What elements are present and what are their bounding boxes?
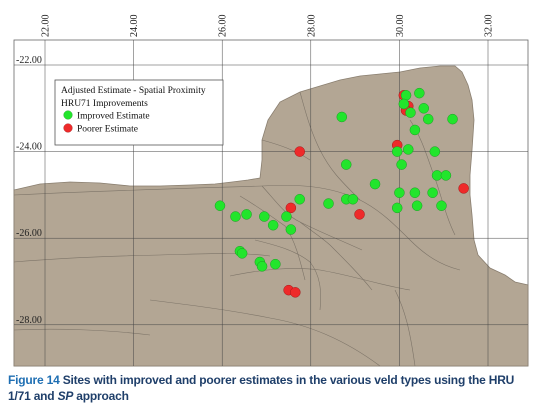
veld-boundary — [13, 185, 361, 201]
veld-boundary — [149, 299, 381, 367]
legend: Adjusted Estimate - Spatial Proximity HR… — [54, 79, 224, 146]
site-improved-estimate — [214, 200, 226, 211]
longitude-tick-label: 22.00 — [41, 15, 52, 38]
site-improved-estimate — [447, 113, 458, 125]
site-improved-estimate — [391, 202, 403, 214]
latitude-tick-label: -22.00 — [16, 55, 42, 66]
site-improved-estimate — [400, 90, 412, 101]
site-improved-estimate — [267, 219, 279, 231]
site-improved-estimate — [398, 98, 410, 110]
site-improved-estimate — [422, 113, 434, 125]
longitude-tick-label: 28.00 — [306, 15, 317, 38]
legend-poorer-label: Poorer Estimate — [77, 125, 138, 135]
latitude-tick-label: -24.00 — [16, 142, 42, 153]
figure-label: Figure 14 — [8, 373, 60, 387]
veld-boundary — [394, 289, 416, 367]
site-improved-estimate — [336, 111, 348, 123]
latitude-tick-label: -26.00 — [16, 228, 42, 239]
legend-poorer-marker — [63, 123, 73, 133]
site-improved-estimate — [405, 107, 416, 118]
caption-text-2: approach — [73, 389, 129, 403]
site-improved-estimate — [256, 261, 268, 272]
site-improved-estimate — [418, 103, 430, 114]
latitude-tick-label: -28.00 — [16, 315, 42, 326]
caption-emphasis: SP — [57, 389, 74, 403]
site-poorer-estimate — [458, 183, 469, 194]
site-improved-estimate — [440, 170, 452, 181]
legend-title: Adjusted Estimate - Spatial Proximity — [61, 86, 206, 96]
site-improved-estimate — [281, 211, 292, 222]
site-improved-estimate — [427, 187, 438, 198]
veld-boundary — [359, 199, 461, 271]
site-improved-estimate — [394, 187, 405, 198]
caption-text-1: Sites with improved and poorer estimates… — [8, 373, 515, 403]
site-improved-estimate — [323, 198, 334, 209]
veld-boundary — [254, 239, 321, 311]
site-improved-estimate — [270, 258, 281, 270]
veld-boundary — [409, 119, 456, 236]
site-improved-estimate — [403, 144, 414, 155]
site-improved-estimate — [259, 211, 270, 222]
site-improved-estimate — [241, 209, 252, 220]
site-improved-estimate — [409, 187, 421, 198]
veld-boundary — [299, 91, 361, 201]
legend-box — [54, 79, 224, 146]
veld-boundary — [261, 139, 311, 161]
site-poorer-estimate — [354, 209, 365, 220]
site-improved-estimate — [411, 200, 423, 211]
site-improved-estimate — [431, 170, 443, 181]
legend-subtitle: HRU71 Improvements — [61, 99, 148, 109]
longitude-tick-label: 24.00 — [129, 15, 140, 38]
veld-boundary — [239, 195, 306, 281]
site-improved-estimate — [294, 193, 305, 205]
site-poorer-estimate — [285, 202, 297, 214]
legend-improved-label: Improved Estimate — [77, 112, 150, 122]
site-improved-estimate — [369, 178, 381, 190]
site-improved-estimate — [236, 248, 248, 259]
veld-boundary — [229, 268, 411, 291]
site-improved-estimate — [409, 124, 421, 136]
site-improved-estimate — [230, 211, 241, 222]
site-improved-estimate — [340, 159, 352, 170]
site-improved-estimate — [436, 200, 447, 211]
site-improved-estimate — [396, 159, 407, 170]
site-improved-estimate — [414, 87, 425, 99]
site-improved-estimate — [347, 193, 359, 205]
site-improved-estimate — [391, 146, 403, 157]
map: 22.00 24.00 26.00 28.00 30.00 32.00 -22.00 -24.… — [13, 15, 529, 367]
site-improved-estimate — [429, 146, 441, 157]
longitude-tick-label: 30.00 — [395, 15, 406, 38]
site-improved-estimate — [285, 224, 297, 235]
legend-improved-marker — [63, 110, 73, 120]
site-poorer-estimate — [290, 287, 301, 298]
longitude-tick-label: 32.00 — [484, 15, 495, 38]
longitude-tick-label: 26.00 — [218, 15, 229, 38]
figure-caption: Figure 14 Sites with improved and poorer… — [8, 372, 534, 404]
site-poorer-estimate — [294, 146, 305, 157]
veld-boundary — [299, 221, 373, 291]
veld-boundary — [13, 328, 151, 336]
